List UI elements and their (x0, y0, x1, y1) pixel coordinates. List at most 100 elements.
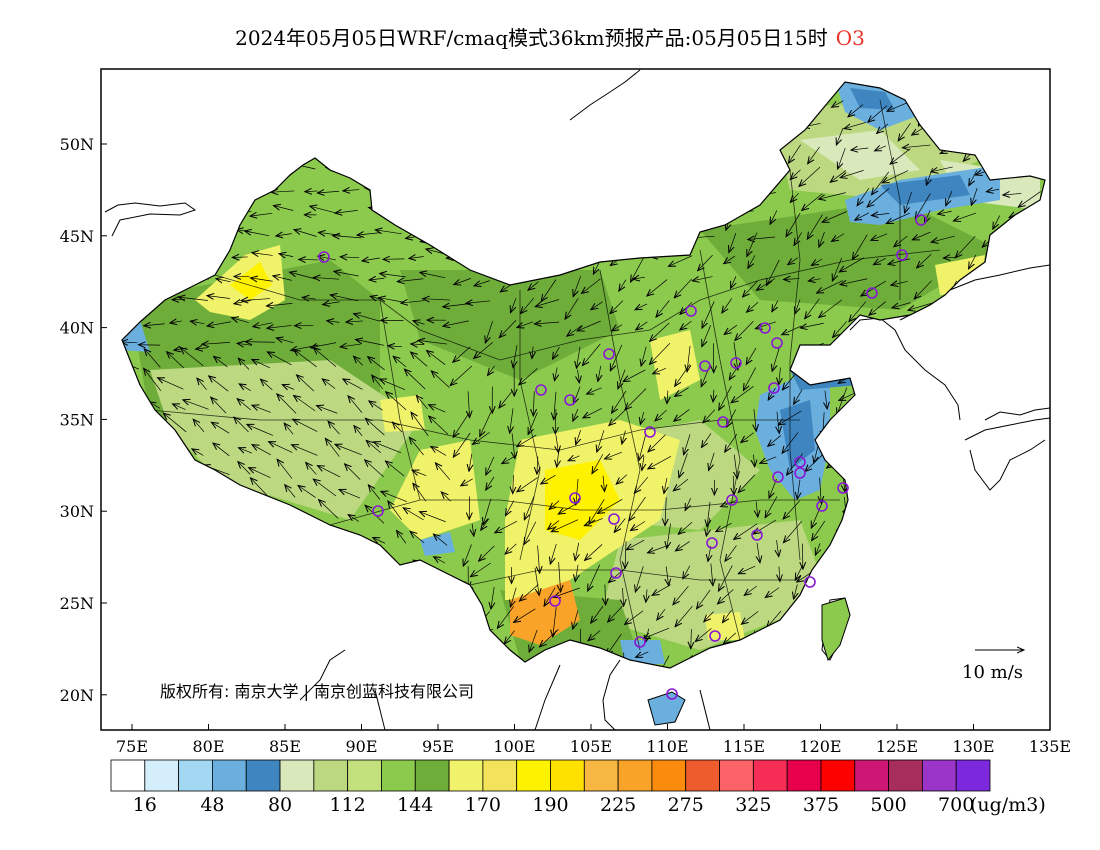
latitude-label: 20N (60, 686, 94, 705)
wind-arrow (817, 280, 843, 293)
wind-arrow (857, 187, 870, 206)
wind-arrow (741, 432, 754, 443)
wind-arrow (971, 188, 978, 205)
wind-arrow (756, 278, 776, 290)
wind-arrow (277, 394, 297, 414)
wind-arrow (279, 254, 294, 257)
longitude-label: 90E (345, 737, 377, 756)
wind-arrow (706, 518, 709, 536)
wind-arrow (178, 297, 209, 300)
wind-arrow (629, 496, 646, 521)
wind-arrow (597, 498, 623, 513)
colorbar-swatch (685, 759, 720, 792)
wind-arrow (214, 356, 228, 368)
wind-arrow (753, 519, 777, 534)
wind-arrow (294, 396, 316, 412)
wind-arrow (429, 416, 449, 435)
wind-arrow (313, 348, 337, 368)
wind-arrow (293, 419, 318, 432)
colorbar-swatch (854, 759, 889, 792)
wind-arrow (890, 148, 911, 165)
wind-arrow (122, 342, 138, 343)
wind-arrow (144, 368, 162, 392)
wind-arrow (634, 476, 649, 493)
wind-arrow (197, 378, 207, 390)
wind-arrow (273, 276, 292, 281)
colorbar-swatch (888, 759, 923, 792)
wind-arrow (252, 359, 270, 369)
wind-arrow (738, 565, 756, 573)
wind-arrow (209, 376, 229, 392)
wind-arrow (180, 348, 204, 367)
wind-arrow (411, 352, 428, 367)
colorbar-swatch (178, 759, 213, 792)
wind-arrow (725, 433, 738, 452)
wind-arrow (267, 325, 292, 328)
longitude-label: 100E (493, 737, 535, 756)
wind-arrow (585, 544, 603, 560)
wind-arrow (646, 589, 647, 602)
wind-arrow (170, 321, 182, 323)
wind-arrow (871, 233, 888, 241)
wind-arrow (510, 587, 517, 607)
wind-arrow (276, 234, 292, 236)
wind-arrow (610, 344, 623, 371)
wind-arrow (619, 279, 627, 291)
wind-arrow (207, 296, 231, 299)
colorbar-label: 700 (938, 794, 975, 816)
wind-arrow (902, 145, 931, 148)
wind-arrow (157, 378, 184, 390)
wind-arrow (718, 565, 733, 591)
wind-arrow (734, 454, 737, 479)
wind-arrow (914, 280, 932, 299)
wind-arrow (788, 257, 799, 265)
wind-arrow (685, 498, 691, 510)
wind-arrow (365, 418, 385, 436)
station-marker (768, 382, 780, 394)
wind-arrow (667, 523, 671, 549)
wind-arrow (544, 587, 556, 607)
colorbar-swatch (448, 759, 484, 792)
wind-arrow (877, 123, 889, 134)
wind-arrow (558, 501, 580, 514)
longitude-label: 110E (646, 737, 688, 756)
wind-arrow (888, 258, 911, 265)
wind-arrow (633, 277, 646, 279)
colorbar-swatch (955, 759, 991, 792)
wind-arrow (779, 367, 781, 385)
colorbar-swatch (651, 759, 687, 792)
wind-arrow (908, 302, 934, 311)
longitude-labels: 75E 80E 85E 90E 95E 100E 105E 110E 115E 120E 125E 1… (116, 737, 1071, 756)
wind-arrow (372, 375, 384, 390)
colorbar-label: 16 (132, 794, 157, 816)
wind-arrow (805, 453, 825, 471)
wind-arrow (373, 442, 402, 454)
wind-arrow (647, 279, 668, 296)
wind-arrow (385, 461, 405, 477)
wind-arrow (429, 405, 446, 413)
wind-arrow (733, 475, 734, 495)
colorbar-swatch (144, 759, 180, 792)
wind-arrow (955, 235, 976, 257)
wind-arrow (553, 607, 556, 637)
wind-arrow (285, 485, 296, 498)
wind-arrow (815, 543, 820, 555)
wind-arrow (519, 368, 538, 384)
wind-arrow (623, 369, 646, 382)
wind-arrow (747, 301, 759, 312)
wind-arrow (783, 520, 803, 542)
wind-arrow (453, 432, 471, 457)
wind-arrow (811, 501, 824, 528)
wind-arrow (819, 231, 825, 247)
wind-arrow (643, 627, 670, 638)
wind-arrow (479, 545, 495, 561)
latitude-label: 30N (60, 502, 94, 521)
station-marker (866, 287, 878, 299)
wind-arrow (403, 508, 424, 521)
station-markers (318, 214, 927, 700)
wind-arrow (993, 215, 1001, 230)
wind-arrow (744, 585, 757, 595)
colorbar-label: 325 (735, 794, 772, 816)
wind-arrow (556, 435, 559, 452)
wind-arrow (453, 346, 471, 363)
